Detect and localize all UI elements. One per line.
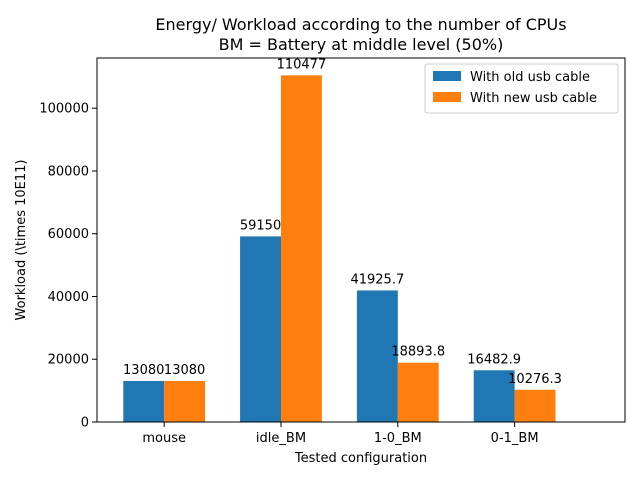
bars-group [123, 75, 556, 422]
bar-value-label: 10276.3 [508, 372, 562, 387]
legend-label-new: With new usb cable [470, 91, 597, 106]
y-axis-label: Workload (\times 10E11) [14, 160, 29, 321]
y-tick-label: 100000 [39, 102, 89, 117]
plot-frame [96, 57, 626, 423]
bar-new-1-0-bm [397, 362, 439, 422]
x-tick-label: 1-0_BM [374, 431, 422, 446]
chart-title: Energy/ Workload according to the number… [155, 15, 566, 34]
bar-old-0-1-bm [473, 370, 515, 422]
bar-value-label: 41925.7 [350, 272, 404, 287]
x-tick-label: mouse [142, 431, 186, 446]
x-tick-label: idle_BM [256, 431, 306, 446]
bar-value-label: 18893.8 [391, 345, 445, 360]
y-tick-label: 20000 [48, 353, 89, 368]
y-tick-label: 60000 [48, 227, 89, 242]
chart-subtitle: BM = Battery at middle level (50%) [219, 35, 504, 54]
legend-swatch-new [433, 92, 461, 102]
y-tick-label: 80000 [48, 164, 89, 179]
legend-swatch-old [433, 71, 461, 81]
bar-new-0-1-bm [514, 389, 556, 422]
x-axis: mouse idle_BM 1-0_BM 0-1_BM [142, 422, 539, 446]
bar-new-mouse [164, 380, 206, 422]
bar-value-label: 13080 [164, 363, 205, 378]
bar-old-idle-bm [240, 236, 281, 422]
legend-label-old: With old usb cable [470, 70, 590, 85]
legend: With old usb cable With new usb cable [424, 63, 619, 114]
y-tick-label: 0 [81, 416, 89, 431]
x-axis-label: Tested configuration [294, 451, 427, 466]
bar-old-mouse [123, 380, 165, 422]
bar-old-1-0-bm [356, 290, 398, 422]
bar-value-label: 13080 [123, 363, 164, 378]
bar-value-label: 16482.9 [467, 352, 521, 367]
bar-value-label: 59150 [240, 218, 281, 233]
bar-value-label: 110477 [277, 57, 327, 72]
value-labels-group: 13080 59150 41925.7 16482.9 13080 110477 18893… [123, 57, 562, 386]
y-tick-label: 40000 [48, 290, 89, 305]
bar-new-idle-bm [280, 75, 322, 422]
x-tick-label: 0-1_BM [491, 431, 539, 446]
legend-box [424, 63, 619, 114]
y-axis: 0 20000 40000 60000 80000 100000 [39, 102, 97, 431]
